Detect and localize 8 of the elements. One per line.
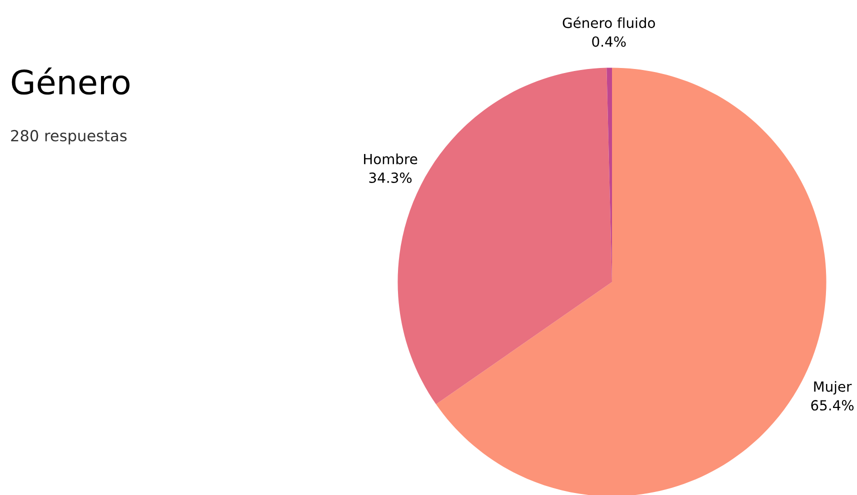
text: Género bbox=[12, 68, 130, 95]
data-label: 65.4% bbox=[811, 400, 854, 411]
slice-label: Género fluido bbox=[562, 16, 655, 28]
data-label: 34.3% bbox=[369, 172, 412, 183]
data-label: 0.4% bbox=[592, 36, 626, 47]
slice-label: Mujer bbox=[814, 381, 852, 395]
slice-label: Hombre bbox=[364, 154, 418, 164]
text: 280 respuestas bbox=[11, 130, 127, 144]
